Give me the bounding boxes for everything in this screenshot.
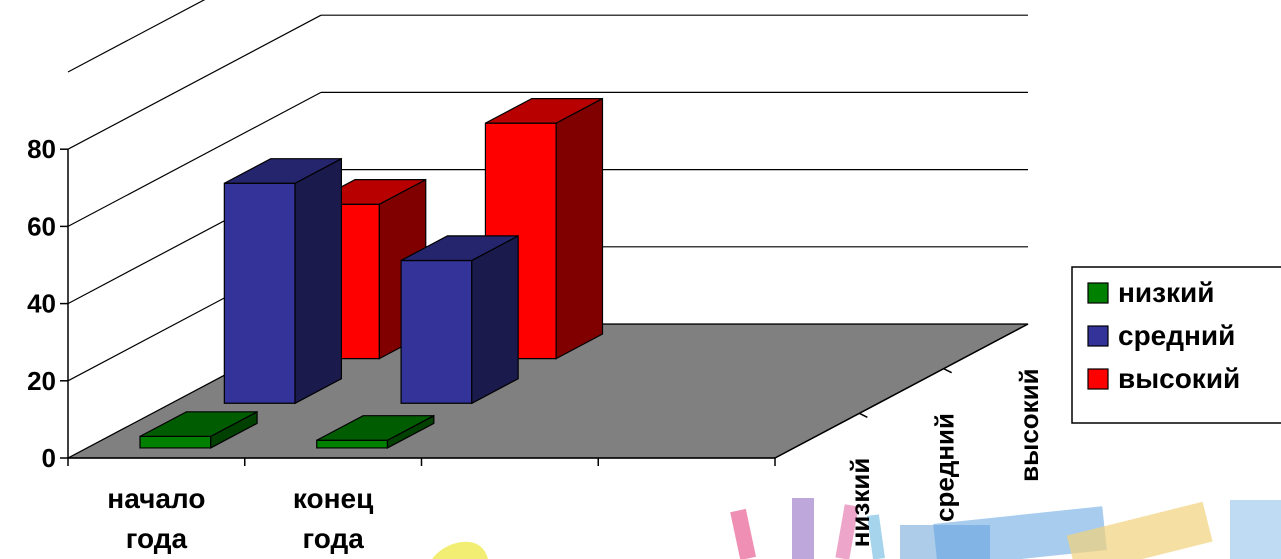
legend-label: низкий	[1118, 277, 1214, 308]
depth-tick-mark	[858, 412, 868, 419]
bar-top-face	[400, 235, 519, 262]
bar-side-face	[294, 157, 343, 405]
bar-front-face	[223, 182, 296, 404]
gridline-side	[67, 0, 206, 73]
category-label: года	[302, 523, 364, 554]
category-label: года	[126, 523, 188, 554]
category-label: конец	[293, 483, 373, 514]
legend-label: средний	[1118, 320, 1235, 351]
depth-label: низкий	[845, 458, 875, 548]
legend-swatch	[1087, 282, 1109, 304]
bar-2-1	[223, 157, 343, 405]
gridline-side	[67, 14, 322, 150]
depth-tick-mark	[943, 367, 953, 374]
y-tick-label: 20	[27, 366, 56, 396]
y-tick-label: 80	[27, 134, 56, 164]
y-tick-label: 0	[42, 443, 56, 473]
y-tick-label: 40	[27, 289, 56, 319]
bar-top-face	[316, 415, 435, 441]
bar-1-2	[316, 414, 435, 449]
gridline-side	[67, 91, 322, 227]
bar-top-face	[485, 97, 603, 124]
bar-front-face	[316, 439, 389, 449]
bar-side-face	[471, 234, 519, 405]
legend-label: высокий	[1118, 363, 1240, 394]
bar-top-face	[139, 411, 258, 437]
bar-1-1	[139, 410, 258, 449]
stationery-decoration	[432, 498, 1281, 559]
bar-2-2	[400, 234, 519, 405]
legend-swatch	[1087, 325, 1109, 347]
depth-label: средний	[930, 413, 960, 522]
legend-swatch	[1087, 368, 1109, 390]
y-tick-label: 60	[27, 211, 56, 241]
bar-front-face	[400, 259, 473, 404]
bar-side-face	[555, 97, 604, 360]
depth-axis	[774, 323, 1029, 459]
bar-top-face	[224, 158, 342, 184]
category-label: начало	[107, 483, 205, 514]
bar-front-face	[139, 435, 212, 449]
depth-label: высокий	[1014, 368, 1044, 482]
